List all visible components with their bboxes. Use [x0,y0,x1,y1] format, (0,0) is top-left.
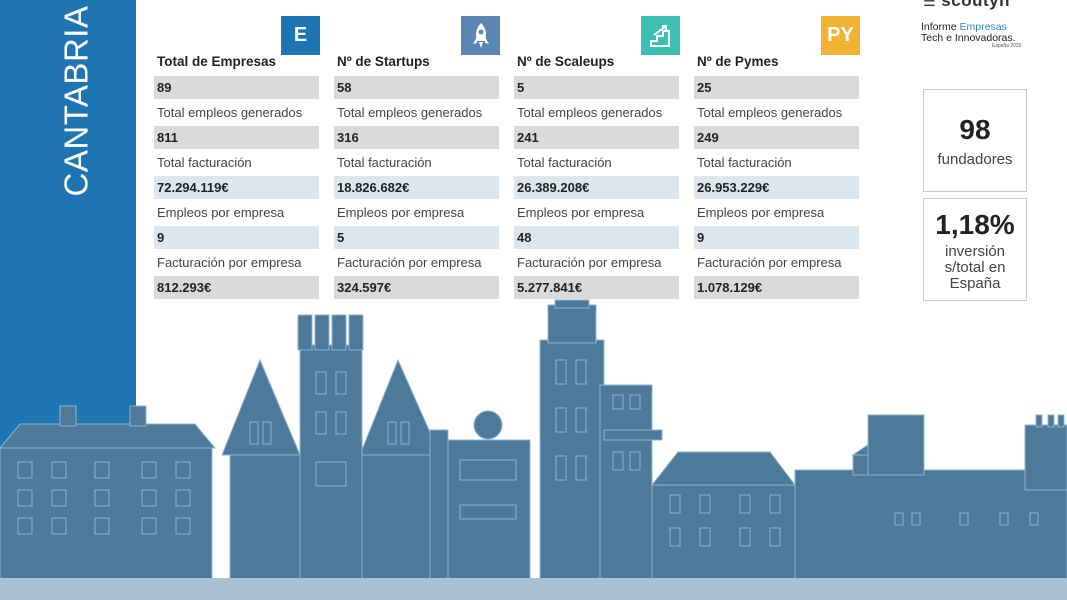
row-label: Total facturación [157,155,252,170]
row-value: 812.293€ [154,276,319,299]
row-label: Empleos por empresa [157,205,285,220]
column-title: Total de Empresas [157,54,277,69]
row-label: Facturación por empresa [517,255,662,270]
row-value: 5 [334,226,499,249]
row-value: 26.389.208€ [514,176,679,199]
count-value: 89 [154,76,319,99]
row-value: 9 [694,226,859,249]
row-value: 811 [154,126,319,149]
row-label: Total empleos generados [337,105,483,120]
row-value: 249 [694,126,859,149]
report-title-line1: Informe Empresas [921,21,1007,33]
tower-right [539,339,605,584]
row-label: Facturación por empresa [157,255,302,270]
investment-label-2: s/total en [944,259,1006,276]
growth-stairs-icon [641,16,680,55]
empresas-icon: E [281,16,320,55]
column-title: Nº de Scaleups [517,54,615,69]
row-value: 324.597€ [334,276,499,299]
report-title-accent: Empresas [959,21,1007,33]
bottom-strip [0,578,1067,600]
row-label: Facturación por empresa [337,255,482,270]
brand-name: scoutyn [941,0,1010,10]
rocket-icon [461,16,500,55]
row-value: 72.294.119€ [154,176,319,199]
row-value: 5.277.841€ [514,276,679,299]
row-label: Total empleos generados [517,105,663,120]
row-label: Total empleos generados [697,105,843,120]
row-label: Total empleos generados [157,105,303,120]
brand-logo: ☰ scoutyn [923,0,1010,11]
row-label: Total facturación [517,155,612,170]
row-value: 316 [334,126,499,149]
pymes-icon: PY [821,16,860,55]
row-value: 9 [154,226,319,249]
row-value: 26.953.229€ [694,176,859,199]
row-value: 1.078.129€ [694,276,859,299]
row-value: 18.826.682€ [334,176,499,199]
founders-value: 98 [959,114,991,145]
row-value: 48 [514,226,679,249]
founders-box: 98 fundadores [923,89,1027,192]
tower-center [299,344,363,584]
investment-value: 1,18% [935,209,1015,240]
row-label: Empleos por empresa [697,205,825,220]
column-title: Nº de Startups [337,54,430,69]
investment-label-3: España [949,275,1001,292]
row-label: Total facturación [697,155,792,170]
founders-label: fundadores [937,151,1013,168]
row-label: Empleos por empresa [517,205,645,220]
column-title: Nº de Pymes [697,54,779,69]
building-left [0,447,213,584]
report-edition: España 2025 [992,43,1022,49]
count-value: 58 [334,76,499,99]
row-label: Empleos por empresa [337,205,465,220]
count-value: 5 [514,76,679,99]
count-value: 25 [694,76,859,99]
row-label: Total facturación [337,155,432,170]
row-value: 241 [514,126,679,149]
investment-label-1: inversión [944,243,1006,260]
investment-box: 1,18% inversión s/total en España [923,198,1027,301]
report-title-line2: Tech e Innovadoras. [921,32,1016,44]
row-label: Facturación por empresa [697,255,842,270]
report-title-word: Informe [921,21,957,33]
